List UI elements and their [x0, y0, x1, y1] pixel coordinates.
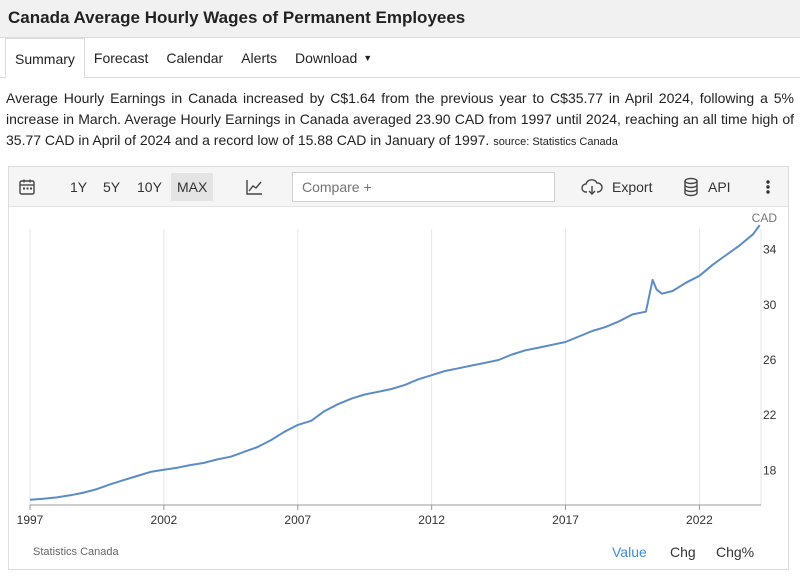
description: Average Hourly Earnings in Canada increa… — [0, 78, 800, 164]
x-tick-label: 2007 — [284, 513, 311, 527]
y-tick-label: 22 — [763, 408, 777, 422]
cloud-download-icon — [581, 179, 603, 195]
x-tick-label: 2012 — [418, 513, 445, 527]
y-tick-label: 26 — [763, 353, 777, 367]
y-tick-label: 18 — [763, 463, 777, 477]
y-tick-label: 30 — [763, 298, 777, 312]
range-1y-button[interactable]: 1Y — [70, 179, 88, 195]
chart-source: Statistics Canada — [33, 546, 119, 558]
chart-toolbar: 1Y 5Y 10Y MAX Export AP — [9, 167, 788, 207]
x-tick-label: 2022 — [686, 513, 713, 527]
mode-value-button[interactable]: Value — [612, 544, 647, 560]
tab-summary[interactable]: Summary — [5, 38, 85, 79]
compare-input[interactable] — [292, 172, 555, 202]
range-max-button[interactable]: MAX — [171, 173, 214, 201]
tab-forecast[interactable]: Forecast — [93, 50, 149, 66]
series-line — [29, 224, 761, 501]
range-10y-button[interactable]: 10Y — [137, 179, 162, 195]
database-icon — [684, 177, 698, 197]
line-chart-icon[interactable] — [245, 167, 263, 207]
tab-bar: Summary Forecast Calendar Alerts Downloa… — [0, 38, 800, 79]
description-source: source: Statistics Canada — [493, 136, 618, 148]
calendar-icon[interactable] — [18, 167, 36, 207]
mode-chg-pct-button[interactable]: Chg% — [716, 544, 755, 560]
api-button[interactable]: API — [683, 167, 731, 207]
tab-alerts[interactable]: Alerts — [241, 50, 277, 66]
line-chart: CAD 1997 2002 2007 2012 2017 2022 18 22 26 30 34 — [17, 211, 778, 527]
description-text: Average Hourly Earnings in Canada increa… — [6, 90, 794, 148]
mode-chg-button[interactable]: Chg — [670, 544, 696, 560]
tab-download-label: Download — [295, 50, 358, 66]
export-button[interactable]: Export — [581, 167, 652, 207]
x-tick-label: 1997 — [17, 513, 44, 527]
tab-download[interactable]: Download ▼ — [286, 38, 381, 78]
x-tick-label: 2017 — [552, 513, 579, 527]
export-label: Export — [612, 179, 653, 195]
range-5y-button[interactable]: 5Y — [103, 179, 121, 195]
chart-panel: 1Y 5Y 10Y MAX Export AP — [8, 166, 789, 570]
page-title: Canada Average Hourly Wages of Permanent… — [8, 8, 466, 27]
tab-calendar[interactable]: Calendar — [166, 50, 224, 66]
title-bar: Canada Average Hourly Wages of Permanent… — [0, 0, 800, 38]
y-tick-label: 34 — [763, 243, 777, 257]
caret-down-icon: ▼ — [363, 53, 373, 63]
y-axis-unit: CAD — [752, 211, 778, 225]
vertical-dots-icon[interactable] — [765, 167, 771, 207]
x-tick-label: 2002 — [151, 513, 178, 527]
api-label: API — [708, 179, 731, 195]
